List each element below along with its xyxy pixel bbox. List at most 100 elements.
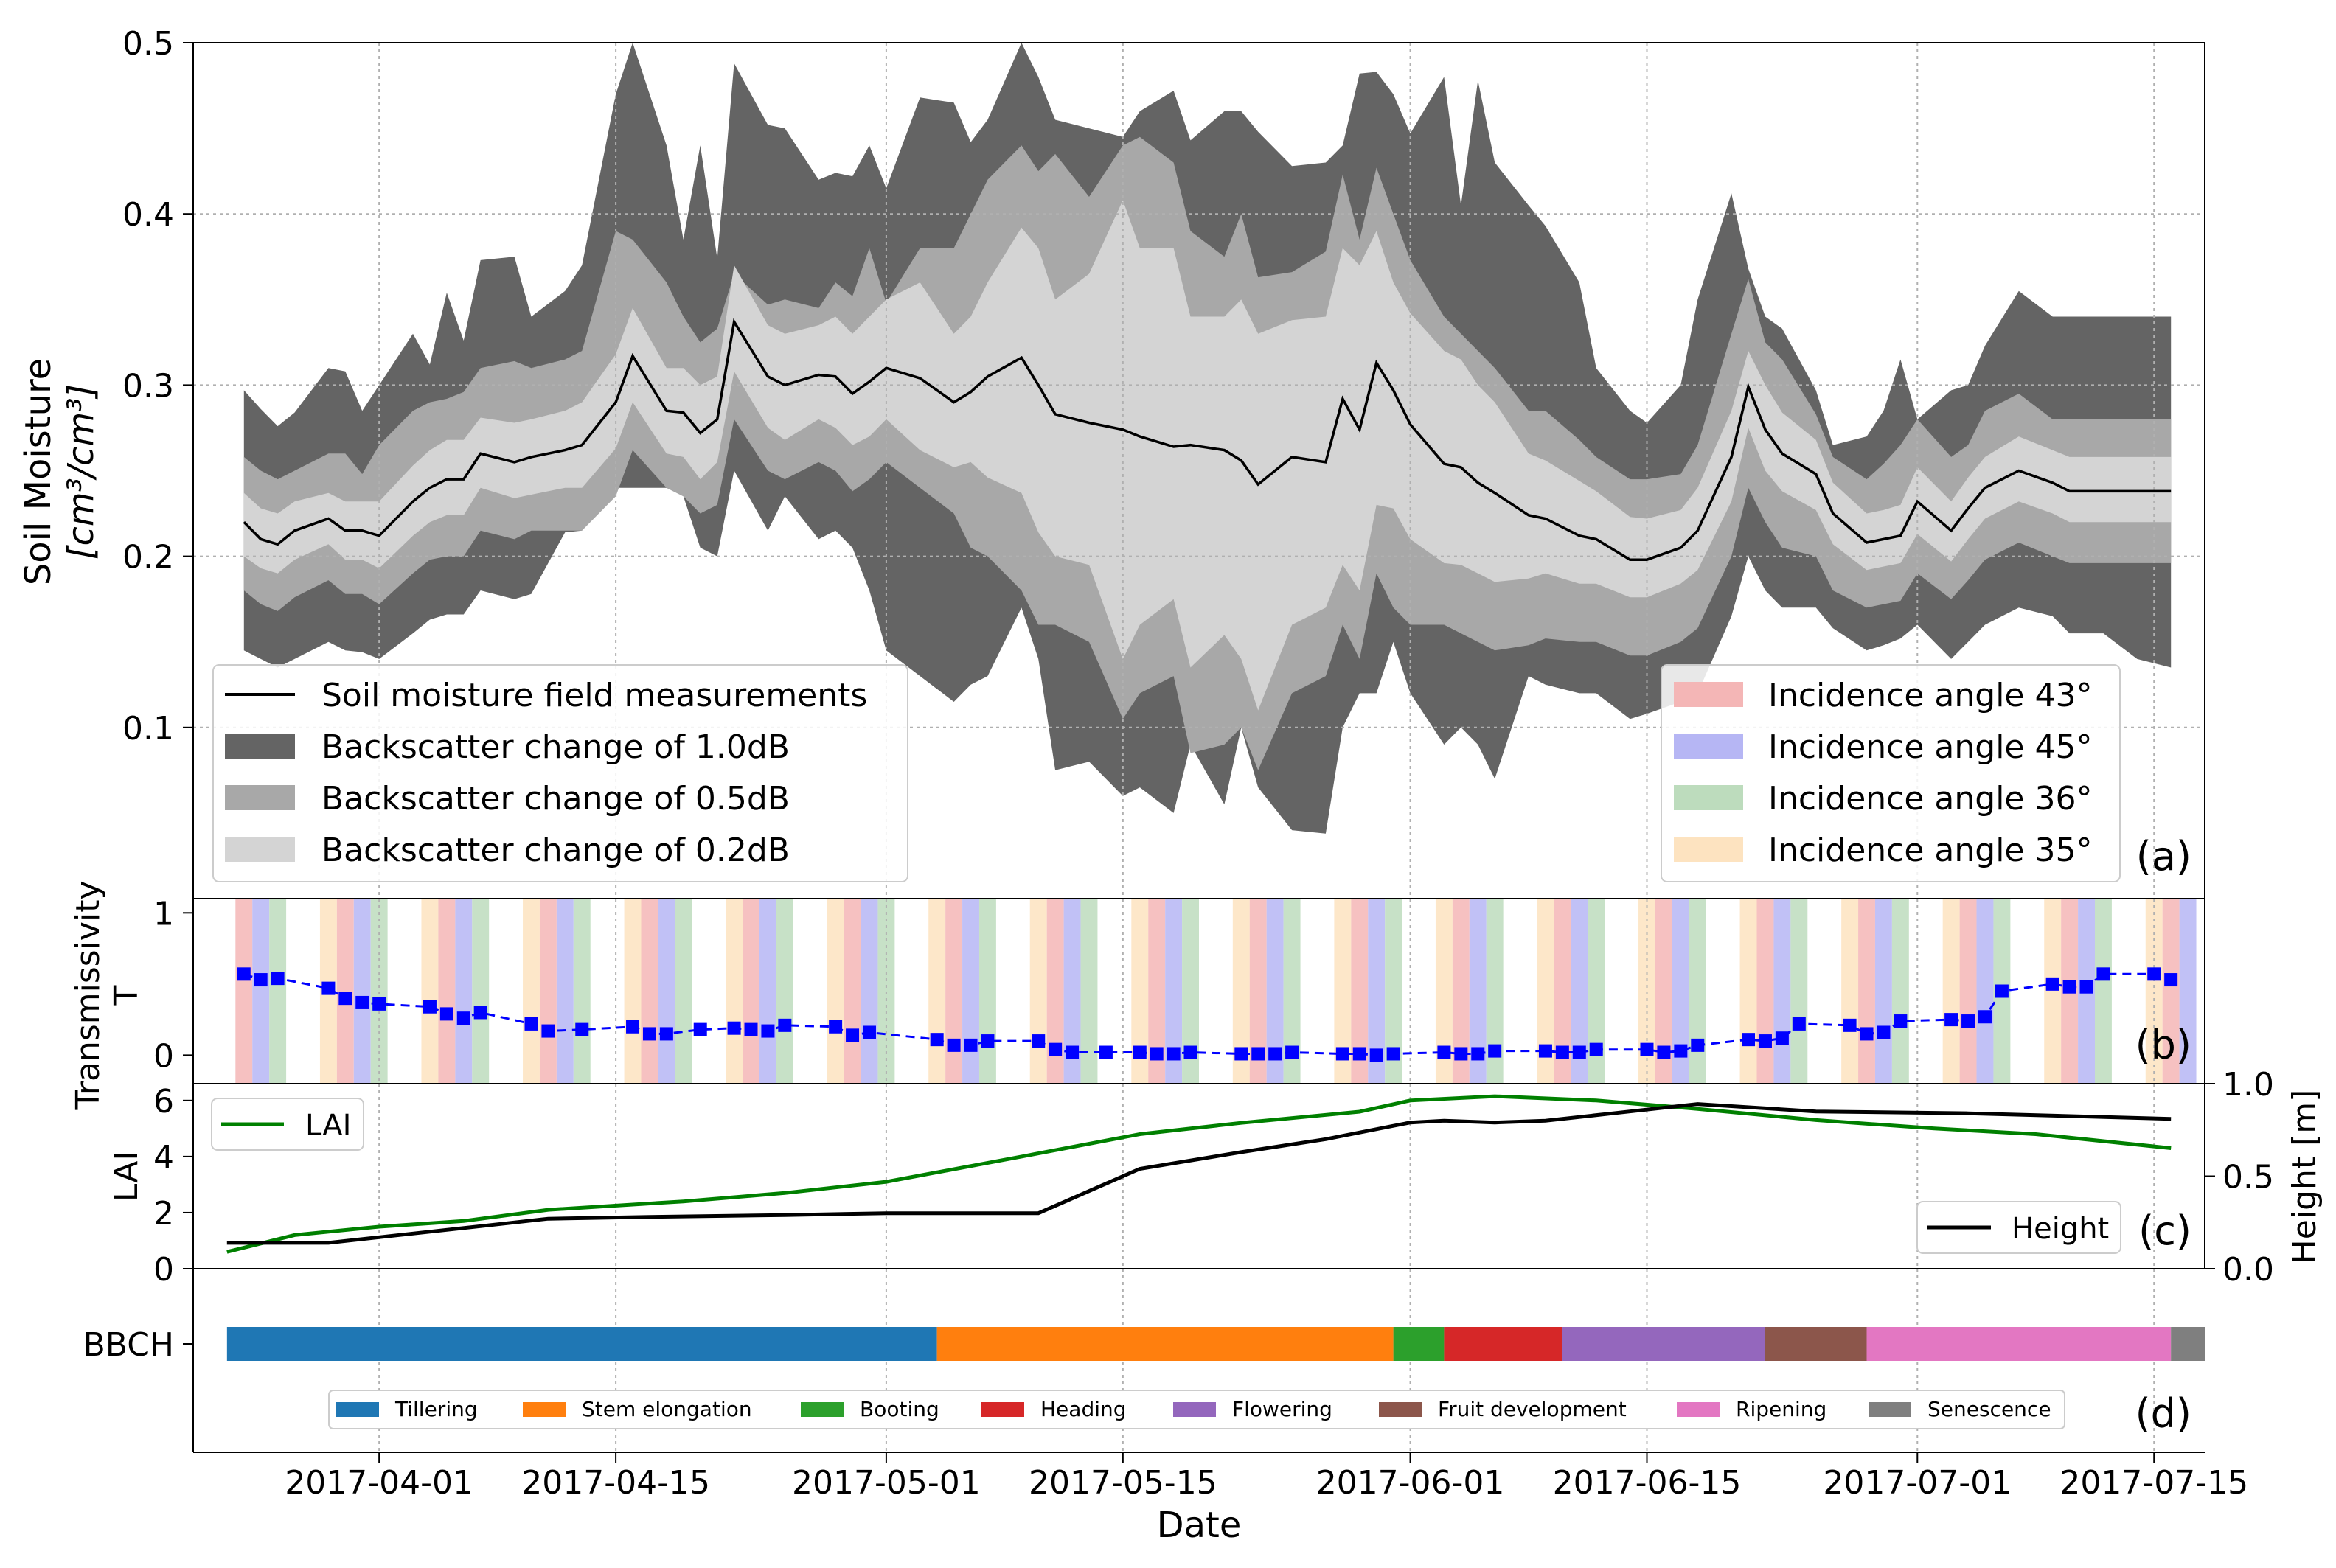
transmissivity-point [439,1007,453,1021]
y-axis-label-symbol: T [108,985,145,1006]
x-tick-label: 2017-07-15 [2059,1464,2248,1502]
y-axis-label: LAI [108,1151,145,1202]
legend-swatch [1674,837,1743,862]
incidence-stripe-36 [472,899,490,1084]
x-tick-label: 2017-07-01 [1823,1464,2012,1502]
bbch-segment [1444,1327,1562,1361]
incidence-stripe-45 [353,899,371,1084]
transmissivity-point [1995,984,2009,998]
transmissivity-point [541,1024,555,1038]
legend-swatch [336,1402,379,1417]
incidence-stripe-43 [945,899,963,1084]
incidence-stripe-36 [1486,899,1504,1084]
legend-label: Height [2012,1212,2109,1246]
incidence-stripe-45 [1063,899,1081,1084]
transmissivity-point [1792,1017,1806,1031]
legend-swatch [1869,1402,1911,1417]
transmissivity-point [778,1018,792,1032]
bbch-segment [1866,1327,2172,1361]
incidence-stripe-43 [1554,899,1571,1084]
legend-label: Fruit development [1438,1397,1627,1421]
transmissivity-point [1049,1042,1063,1056]
y-tick-label: 0 [153,1251,174,1289]
incidence-stripe-45 [962,899,979,1084]
transmissivity-point [1335,1047,1349,1061]
incidence-stripe-43 [2162,899,2180,1084]
bbch-segment [226,1327,937,1361]
y-tick-label: 1 [153,895,174,933]
transmissivity-point [237,967,251,981]
transmissivity-point [1944,1013,1958,1027]
legend-label: Soil moisture field measurements [321,677,867,714]
y-tick-label: 0 [153,1037,174,1075]
transmissivity-point [626,1020,640,1034]
incidence-stripe-36 [1080,899,1098,1084]
legend-swatch [1379,1402,1422,1417]
transmissivity-point [1369,1048,1383,1062]
legend-label: Incidence angle 43° [1768,677,2092,714]
x-tick-label: 2017-06-15 [1553,1464,1742,1502]
transmissivity-point [1742,1033,1756,1047]
transmissivity-point [761,1024,775,1038]
y2-tick-label: 0.0 [2222,1251,2274,1289]
transmissivity-point [2164,973,2178,987]
legend-label: Tillering [394,1397,478,1421]
incidence-stripe-36 [1689,899,1706,1084]
incidence-stripe-43 [235,899,253,1084]
incidence-stripe-35 [1739,899,1757,1084]
y2-tick-label: 0.5 [2222,1159,2274,1196]
transmissivity-point [1167,1047,1181,1061]
legend-label: Incidence angle 45° [1768,728,2092,766]
incidence-stripe-35 [2044,899,2062,1084]
incidence-stripe-35 [1029,899,1047,1084]
y-tick-label: 2 [153,1195,174,1233]
transmissivity-point [947,1038,961,1052]
transmissivity-point [2147,967,2161,981]
panel-label: (c) [2138,1208,2191,1254]
incidence-stripe-35 [1131,899,1149,1084]
incidence-stripe-35 [2145,899,2163,1084]
panel-c: 0 2 4 6 0.0 0.5 1.0 LAI Height [m] LAI Height (c) [108,1066,2323,1289]
transmissivity-point [846,1028,860,1042]
incidence-stripe-43 [641,899,658,1084]
legend-label: Incidence angle 35° [1768,832,2092,869]
soil-moisture-line [243,318,2172,561]
incidence-stripe-36 [675,899,692,1084]
transmissivity-point [1066,1045,1080,1059]
transmissivity-point [321,981,336,995]
legend-incidence-angle: Incidence angle 43° Incidence angle 45° In… [1661,664,2121,882]
legend-swatch [225,734,295,759]
panel-a: 0.1 0.2 0.3 0.4 0.5 Soil Moisture [cm³/cm³] (a)… [18,25,2205,899]
legend-label: Backscatter change of 0.2dB [321,832,790,869]
transmissivity-point [1674,1044,1688,1058]
transmissivity-point [1183,1045,1197,1059]
transmissivity-point [1471,1047,1485,1061]
transmissivity-point [744,1022,758,1036]
transmissivity-point [1572,1045,1586,1059]
incidence-stripe-35 [421,899,439,1084]
legend-box [211,1098,364,1151]
incidence-stripe-36 [776,899,793,1084]
incidence-stripe-45 [1976,899,1994,1084]
incidence-stripe-35 [1232,899,1250,1084]
transmissivity-point [1099,1045,1113,1059]
legend-label: Incidence angle 36° [1768,780,2092,818]
x-tick-label: 2017-05-15 [1029,1464,1217,1502]
incidence-stripe-45 [1368,899,1386,1084]
legend-label: Heading [1040,1397,1127,1421]
y-axis-unit: [cm³/cm³] [60,384,102,560]
legend-swatch [981,1402,1024,1417]
transmissivity-point [1860,1027,1874,1041]
transmissivity-point [1775,1031,1789,1045]
transmissivity-point [930,1033,944,1047]
transmissivity-point [1488,1044,1502,1058]
legend-swatch [801,1402,844,1417]
legend-box [1661,664,2121,882]
shared-x-axis: 2017-04-01 2017-04-15 2017-05-01 2017-05-15… [285,1452,2248,1546]
incidence-stripe-45 [1469,899,1487,1084]
panel-label: (a) [2136,833,2191,879]
lai-line [226,1094,2172,1254]
incidence-stripe-43 [1148,899,1166,1084]
incidence-stripe-43 [743,899,759,1084]
transmissivity-point [271,972,285,986]
